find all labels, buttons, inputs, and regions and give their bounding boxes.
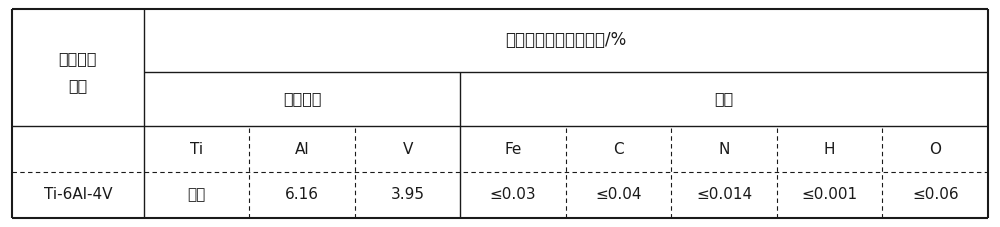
Text: Fe: Fe xyxy=(504,141,522,156)
Text: ≤0.014: ≤0.014 xyxy=(696,188,752,202)
Text: Ti-6Al-4V: Ti-6Al-4V xyxy=(44,188,112,202)
Text: Al: Al xyxy=(295,141,309,156)
Text: V: V xyxy=(402,141,413,156)
Text: O: O xyxy=(929,141,941,156)
Text: ≤0.04: ≤0.04 xyxy=(595,188,642,202)
Text: 余量: 余量 xyxy=(187,188,206,202)
Text: 化学成分（质量分数）/%: 化学成分（质量分数）/% xyxy=(505,31,627,49)
Text: Ti: Ti xyxy=(190,141,203,156)
Text: 杂质: 杂质 xyxy=(715,91,734,106)
Text: ≤0.03: ≤0.03 xyxy=(490,188,536,202)
Text: 主要成分: 主要成分 xyxy=(283,91,321,106)
Text: 6.16: 6.16 xyxy=(285,188,319,202)
Text: ≤0.001: ≤0.001 xyxy=(802,188,858,202)
Text: 成分: 成分 xyxy=(68,78,88,93)
Text: H: H xyxy=(824,141,835,156)
Text: 名义化学: 名义化学 xyxy=(59,51,97,66)
Text: 3.95: 3.95 xyxy=(391,188,425,202)
Text: C: C xyxy=(613,141,624,156)
Text: N: N xyxy=(718,141,730,156)
Text: ≤0.06: ≤0.06 xyxy=(912,188,959,202)
